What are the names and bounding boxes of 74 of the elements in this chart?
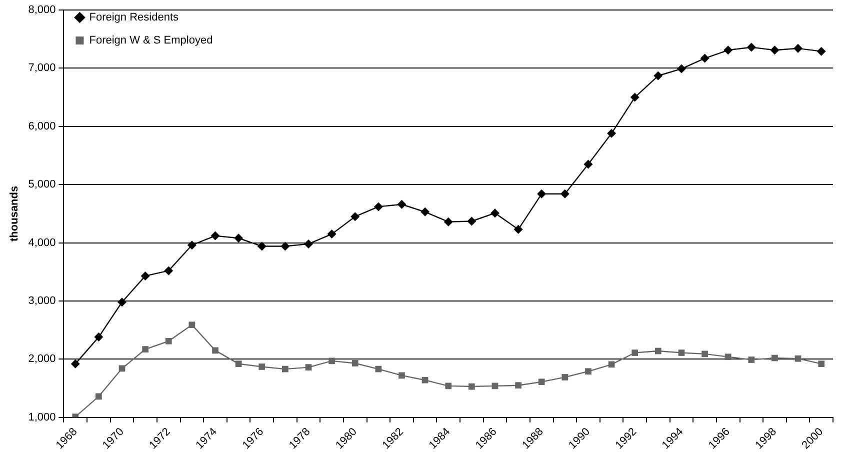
point [327, 230, 336, 239]
point [490, 208, 500, 218]
point [305, 364, 312, 370]
point [118, 298, 127, 307]
point [165, 338, 172, 344]
point [140, 271, 150, 280]
y-tick-label: 7,000 [28, 62, 56, 74]
point [700, 54, 710, 63]
point [794, 355, 802, 362]
point [70, 359, 80, 368]
point [397, 200, 406, 209]
point [234, 234, 244, 243]
point [282, 366, 288, 372]
point [772, 354, 778, 362]
point [724, 46, 733, 55]
point [420, 207, 430, 216]
point [770, 46, 780, 55]
point [352, 360, 358, 366]
point [398, 372, 405, 379]
y-tick-label: 5,000 [28, 178, 56, 191]
legend-label: Foreign Residents [89, 12, 179, 24]
point [96, 393, 102, 400]
point [375, 366, 382, 372]
point [794, 44, 803, 53]
y-tick-label: 3,000 [28, 295, 56, 308]
point [187, 240, 196, 250]
point [422, 376, 428, 384]
point [212, 347, 218, 354]
legend-label: Foreign W & S Employed [89, 34, 213, 47]
point [816, 46, 826, 56]
point [538, 378, 545, 386]
point [94, 332, 104, 342]
point [515, 382, 522, 389]
point [654, 348, 662, 354]
point [724, 354, 732, 360]
point [562, 374, 568, 380]
point [514, 224, 523, 234]
point [654, 71, 663, 80]
point [467, 216, 476, 226]
point [210, 231, 220, 240]
point [235, 360, 242, 368]
y-tick-label: 8,000 [28, 4, 56, 16]
point [280, 242, 290, 251]
y-tick-label: 4,000 [28, 236, 56, 249]
point [142, 346, 148, 352]
point [164, 266, 174, 276]
point [702, 350, 708, 358]
y-tick-label: 1,000 [28, 411, 56, 424]
point [632, 350, 638, 356]
point [468, 383, 475, 390]
point [608, 361, 615, 368]
point [630, 92, 640, 102]
point [607, 128, 616, 138]
point [444, 217, 453, 226]
y-tick-label: 2,000 [28, 353, 56, 366]
point [257, 242, 266, 251]
point [560, 189, 570, 198]
point [585, 368, 592, 375]
point [584, 160, 593, 169]
point [537, 189, 546, 198]
point [818, 360, 825, 368]
point [748, 356, 755, 363]
point [350, 212, 360, 222]
point [678, 350, 685, 356]
point [746, 42, 756, 52]
point [328, 358, 335, 364]
point [188, 322, 196, 328]
point [304, 239, 313, 248]
y-tick-label: 6,000 [28, 120, 56, 132]
y-axis-title: thousands [8, 186, 21, 242]
point [676, 64, 686, 74]
point [258, 364, 266, 370]
point [445, 382, 452, 390]
point [374, 202, 383, 212]
